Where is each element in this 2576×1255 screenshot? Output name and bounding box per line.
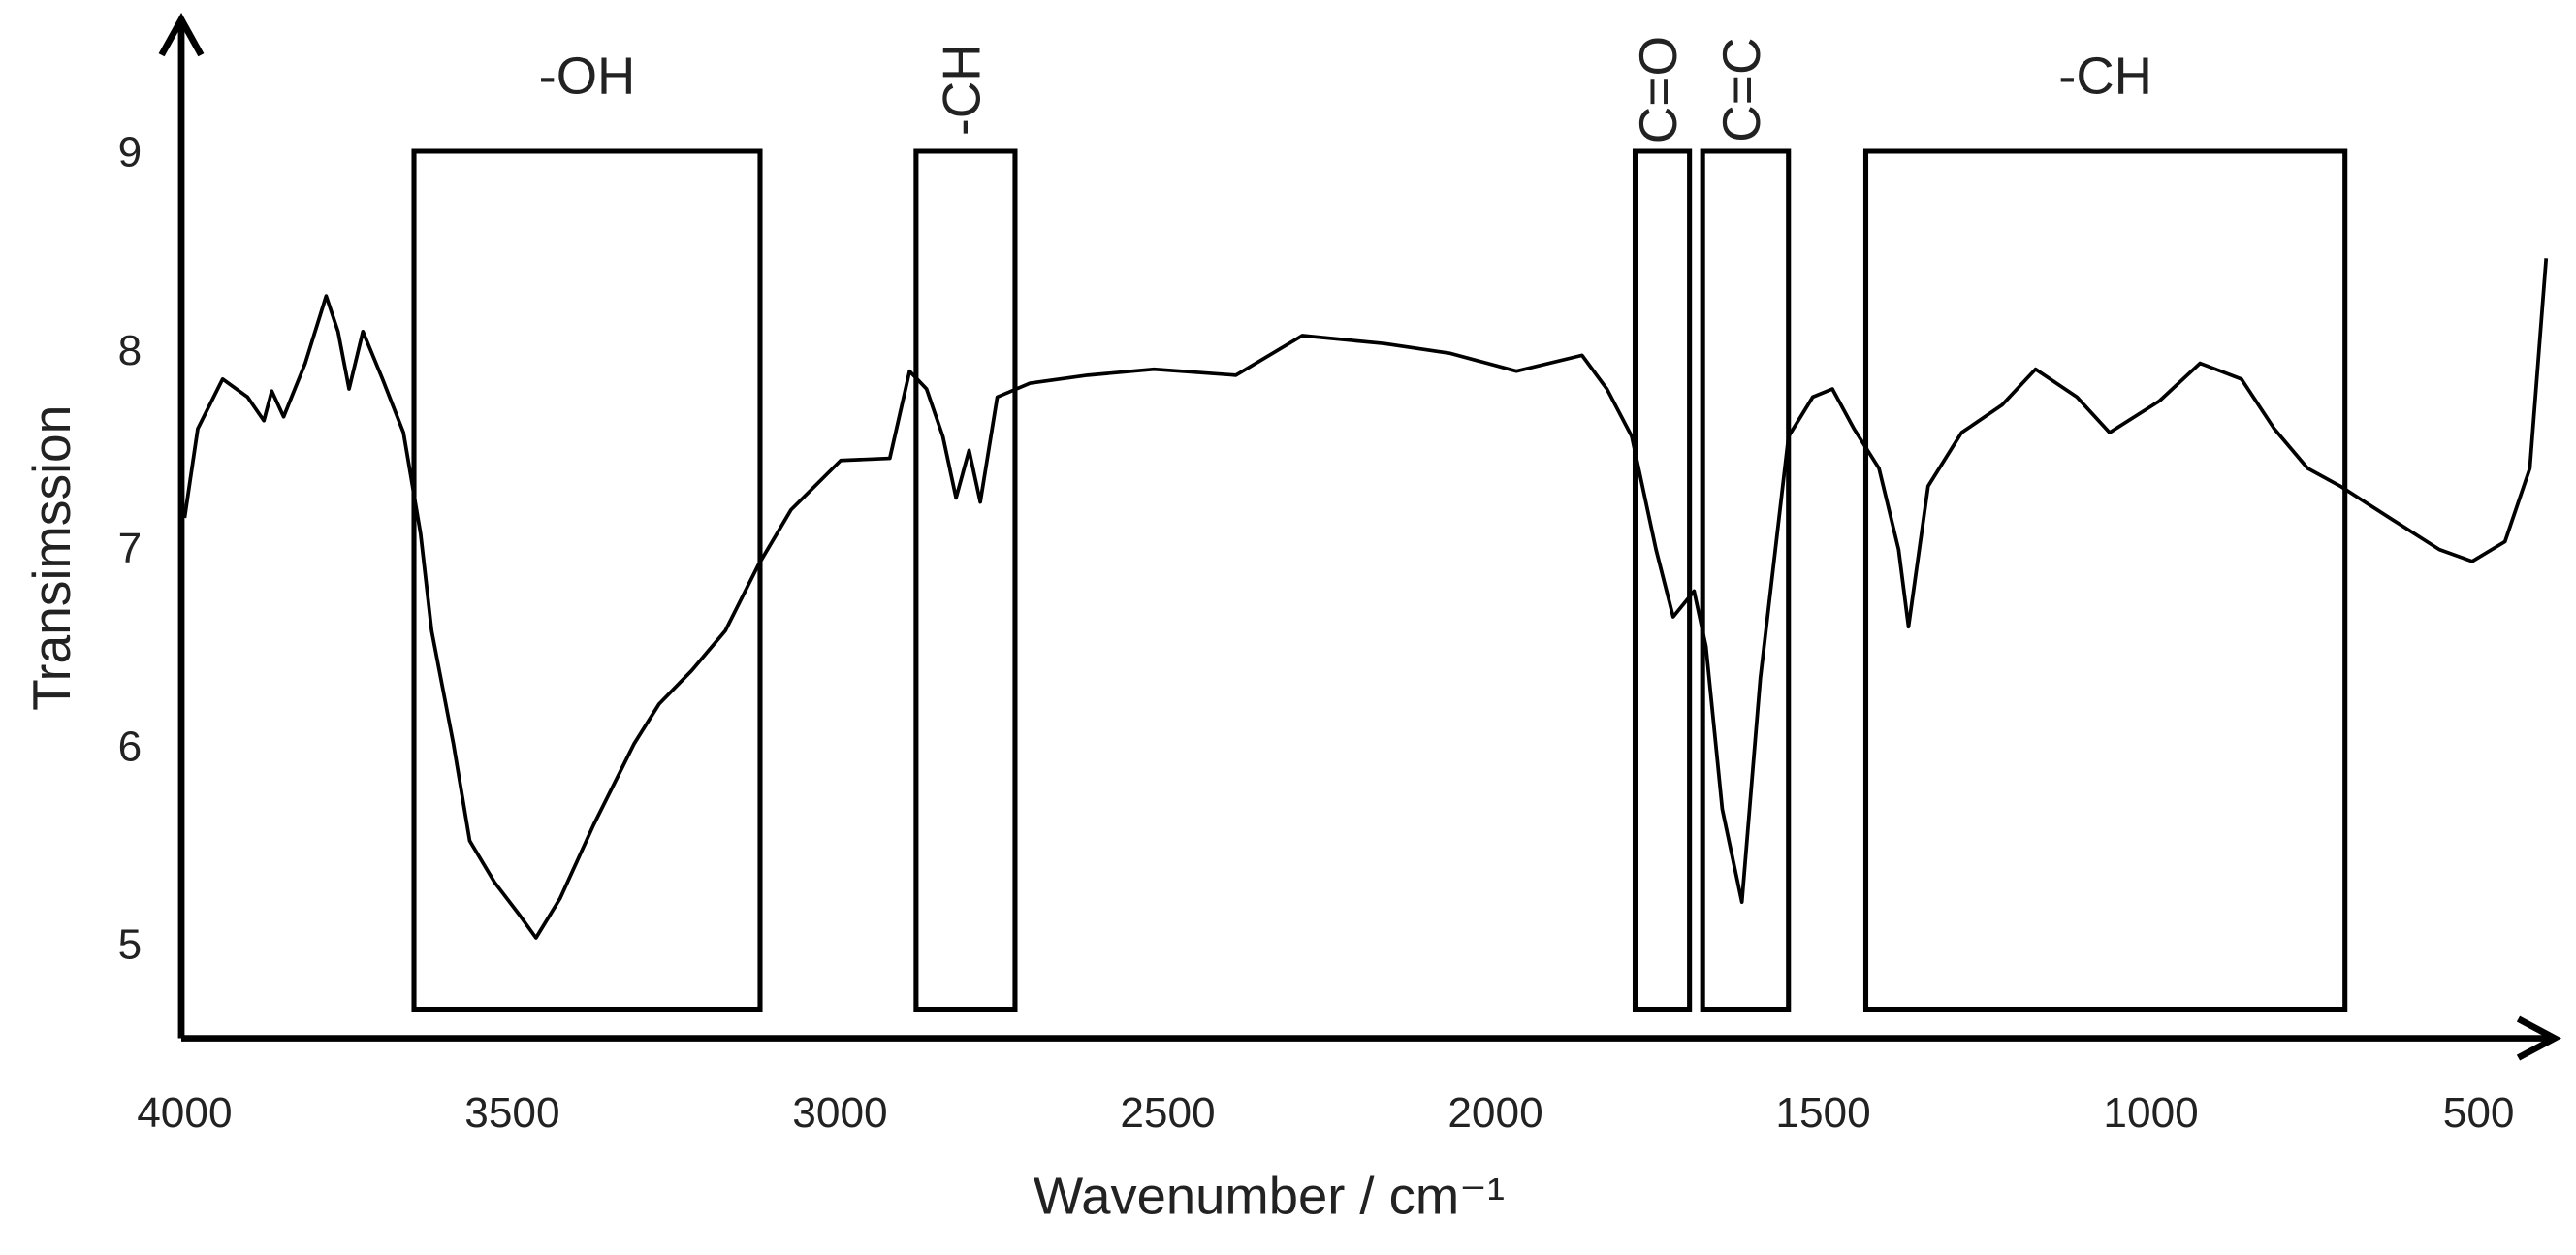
annotation-box: [411, 148, 763, 1012]
annotation-box: [1632, 148, 1693, 1012]
annotation-label: C=O: [1629, 36, 1688, 144]
annotation-box: [913, 148, 1018, 1012]
y-tick-label: 8: [118, 327, 143, 374]
y-tick-label: 6: [118, 724, 143, 771]
x-tick-label: 3500: [464, 1089, 559, 1137]
x-axis-arrow: [2516, 1015, 2562, 1061]
x-tick-label: 4000: [137, 1089, 232, 1137]
x-tick-label: 2500: [1120, 1089, 1215, 1137]
y-tick-label: 7: [118, 525, 143, 572]
annotation-box: [1862, 148, 2348, 1012]
x-tick-label: 1000: [2103, 1089, 2198, 1137]
x-axis-label: Wavenumber / cm⁻¹: [1034, 1168, 1505, 1225]
y-tick-label: 5: [118, 921, 143, 969]
annotation-box: [1700, 148, 1792, 1012]
x-tick-label: 3000: [792, 1089, 887, 1137]
x-tick-label: 500: [2443, 1089, 2515, 1137]
axes: [158, 13, 2562, 1061]
annotation-label: C=C: [1712, 38, 1771, 143]
y-tick-label: 9: [118, 129, 143, 177]
spectrum-line: [182, 258, 2549, 940]
annotation-label: -CH: [2058, 48, 2152, 105]
x-tick-label: 2000: [1447, 1089, 1542, 1137]
y-axis-arrow: [158, 13, 205, 57]
y-axis-label: Transimssion: [23, 405, 82, 711]
x-tick-label: 1500: [1775, 1089, 1870, 1137]
annotation-label: -CH: [933, 44, 992, 136]
annotation-label: -OH: [539, 48, 636, 105]
